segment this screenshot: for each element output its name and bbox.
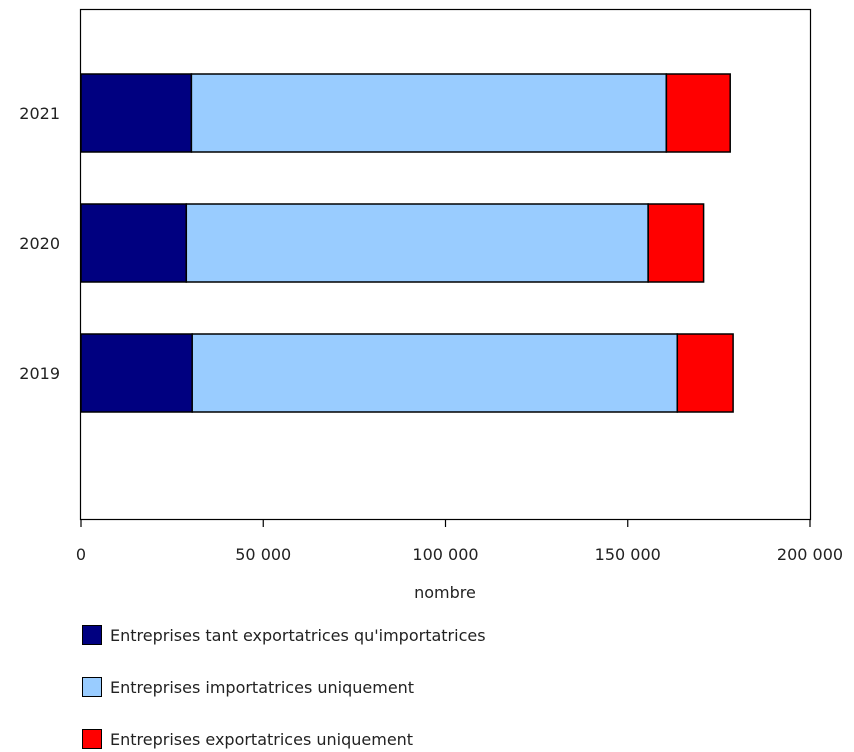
bar-segment-2019-series-3 — [676, 333, 734, 413]
legend-label: Entreprises tant exportatrices qu'import… — [110, 625, 486, 645]
legend-item-importers: Entreprises importatrices uniquement — [82, 674, 486, 700]
legend-item-both: Entreprises tant exportatrices qu'import… — [82, 622, 486, 648]
bar-segment-2019-series-1 — [80, 333, 193, 413]
bar-segment-2019-series-2 — [191, 333, 679, 413]
y-tick-label: 2019 — [19, 364, 60, 383]
x-axis-label: nombre — [414, 583, 476, 602]
bar-segment-2020-series-1 — [80, 203, 188, 283]
stacked-bar-chart: 0 50 000 100 000 150 000 200 000 2021 2020 201… — [19, 8, 843, 602]
legend-swatch-red — [82, 729, 102, 749]
bar-segment-2020-series-2 — [185, 203, 649, 283]
legend-swatch-light-blue — [82, 677, 102, 697]
legend-label: Entreprises importatrices uniquement — [110, 677, 415, 697]
legend-label: Entreprises exportatrices uniquement — [110, 729, 414, 749]
x-tick-label: 150 000 — [595, 545, 661, 564]
y-tick-label: 2020 — [19, 234, 60, 253]
bar-segment-2021-series-1 — [80, 73, 193, 153]
y-axis-ticks: 2021 2020 2019 — [19, 104, 60, 383]
legend-item-exporters: Entreprises exportatrices uniquement — [82, 726, 486, 752]
x-tick-label: 200 000 — [777, 545, 843, 564]
bar-segment-2020-series-3 — [647, 203, 705, 283]
x-tick-label: 0 — [76, 545, 86, 564]
bar-segment-2021-series-3 — [665, 73, 731, 153]
x-axis-ticks: 0 50 000 100 000 150 000 200 000 — [76, 520, 843, 564]
x-tick-label: 50 000 — [235, 545, 291, 564]
y-tick-label: 2021 — [19, 104, 60, 123]
legend-swatch-navy — [82, 625, 102, 645]
bars-group — [80, 73, 734, 413]
x-tick-label: 100 000 — [412, 545, 478, 564]
bar-segment-2021-series-2 — [190, 73, 668, 153]
legend: Entreprises tant exportatrices qu'import… — [82, 622, 486, 752]
